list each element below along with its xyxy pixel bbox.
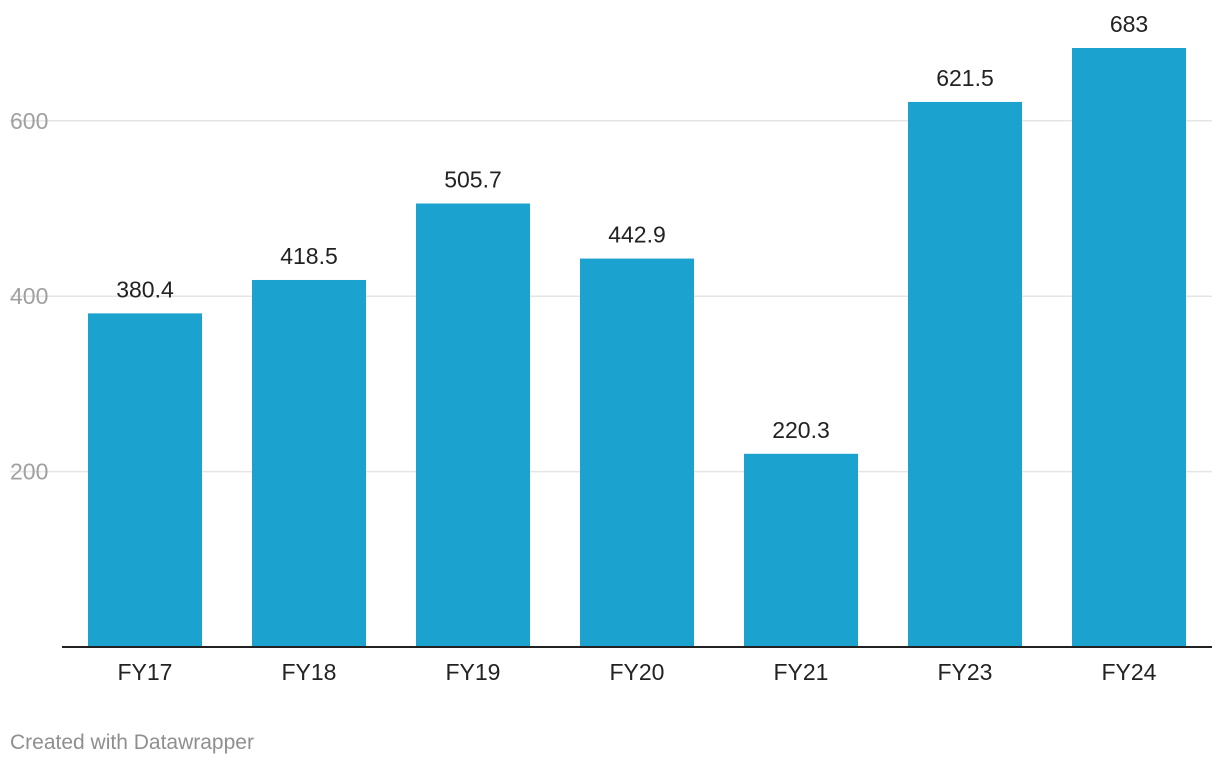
y-tick-label: 400 (10, 283, 48, 309)
bars (88, 48, 1186, 648)
x-tick-label: FY24 (1102, 659, 1157, 685)
x-tick-label: FY23 (938, 659, 993, 685)
x-tick-label: FY20 (610, 659, 665, 685)
x-tick-label: FY19 (446, 659, 501, 685)
x-tick-label: FY21 (774, 659, 829, 685)
y-axis-tick-labels: 200 400 600 (10, 108, 48, 485)
data-label: 442.9 (608, 222, 666, 248)
bar (252, 279, 366, 647)
y-tick-label: 200 (10, 459, 48, 485)
data-label: 418.5 (280, 243, 338, 269)
bar (88, 313, 202, 647)
data-labels: 380.4 418.5 505.7 442.9 220.3 621.5 683 (116, 11, 1148, 443)
credit-text: Created with Datawrapper (10, 731, 254, 754)
bar (744, 453, 858, 647)
bar (1072, 48, 1186, 647)
bar (908, 101, 1022, 648)
data-label: 683 (1110, 11, 1148, 37)
bar (416, 203, 530, 647)
bar (580, 258, 694, 647)
x-tick-label: FY18 (282, 659, 337, 685)
y-tick-label: 600 (10, 108, 48, 134)
data-label: 380.4 (116, 276, 174, 302)
data-label: 220.3 (772, 417, 830, 443)
data-label: 621.5 (936, 65, 994, 91)
x-axis-tick-labels: FY17 FY18 FY19 FY20 FY21 FY23 FY24 (118, 659, 1157, 685)
x-tick-label: FY17 (118, 659, 173, 685)
data-label: 505.7 (444, 166, 502, 192)
